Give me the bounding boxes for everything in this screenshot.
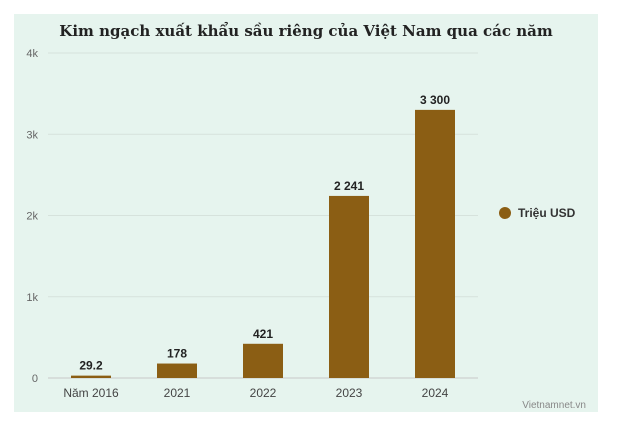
y-tick-label: 4k [26, 48, 38, 60]
bar [415, 109, 455, 378]
x-tick-label: 2024 [422, 386, 449, 400]
data-label: 29.2 [79, 359, 103, 373]
x-tick-label: Năm 2016 [63, 386, 119, 400]
y-tick-label: 0 [32, 373, 38, 385]
data-label: 178 [167, 347, 187, 361]
bar [157, 363, 197, 378]
legend-label: Triệu USD [518, 206, 576, 220]
y-tick-label: 3k [26, 129, 38, 141]
bar [329, 195, 369, 378]
source-credit: Vietnamnet.vn [522, 400, 586, 411]
y-tick-label: 2k [26, 211, 38, 223]
x-tick-label: 2023 [336, 386, 363, 400]
data-label: 421 [253, 327, 273, 341]
chart-title: Kim ngạch xuất khẩu sầu riêng của Việt N… [59, 22, 553, 40]
x-tick-label: 2021 [164, 386, 191, 400]
y-tick-label: 1k [26, 292, 38, 304]
bar [71, 375, 111, 378]
data-label: 2 241 [334, 179, 364, 193]
x-tick-label: 2022 [250, 386, 277, 400]
bar [243, 343, 283, 378]
legend-marker [499, 207, 511, 219]
data-label: 3 300 [420, 93, 450, 107]
